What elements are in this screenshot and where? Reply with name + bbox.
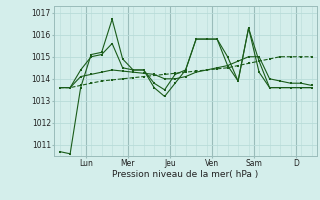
X-axis label: Pression niveau de la mer( hPa ): Pression niveau de la mer( hPa )	[112, 170, 259, 179]
